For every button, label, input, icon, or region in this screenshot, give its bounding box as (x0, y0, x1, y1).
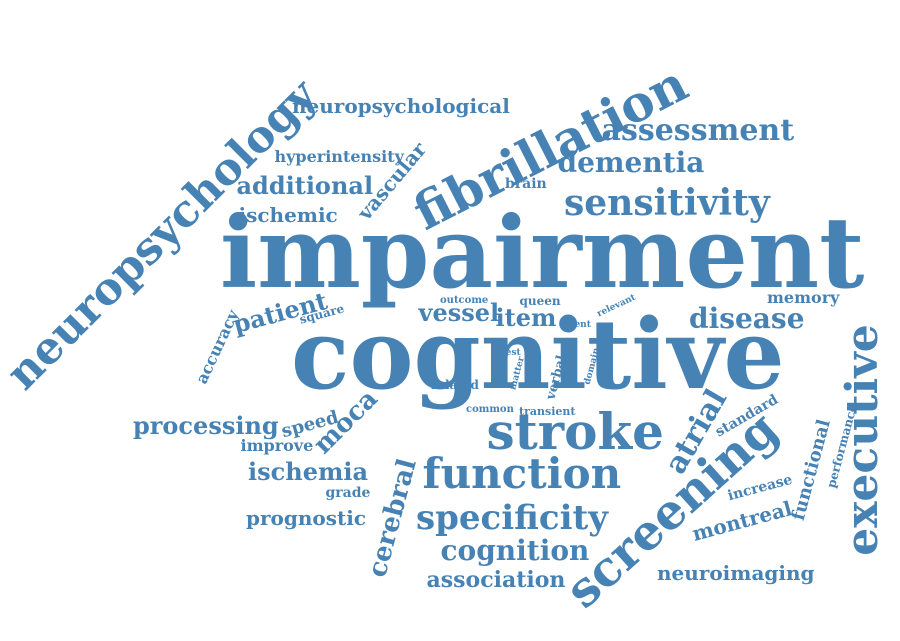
word-outcome: outcome (440, 295, 489, 306)
word-impairment: impairment (220, 196, 865, 311)
word-ischemia: ischemia (248, 457, 369, 486)
word-transient: transient (519, 404, 576, 418)
word-function: function (422, 449, 622, 498)
word-test: test (501, 347, 521, 358)
word-additional: additional (236, 171, 374, 200)
word-queen: queen (519, 294, 561, 308)
word-association: association (426, 567, 566, 593)
word-cognitive: cognitive (291, 298, 785, 411)
word-improve: improve (240, 436, 314, 455)
word-disease: disease (689, 302, 805, 335)
word-stroke: stroke (486, 402, 664, 461)
word-common: common (466, 404, 514, 415)
word-ischemic: ischemic (238, 203, 338, 227)
word-cerebral: cerebral (361, 455, 423, 581)
word-assessment: assessment (601, 113, 795, 148)
word-specificity: specificity (416, 498, 608, 538)
word-grade: grade (325, 485, 371, 501)
word-hyperintensity: hyperintensity (274, 147, 404, 166)
word-vessel: vessel (418, 298, 500, 327)
word-prognostic: prognostic (246, 506, 366, 530)
word-related: related (431, 378, 479, 392)
word-item: item (495, 303, 557, 332)
word-dementia: dementia (557, 146, 705, 179)
word-cognition: cognition (440, 534, 590, 567)
word-neuropsychological: neuropsychological (292, 94, 510, 118)
word-event: event (563, 319, 591, 330)
word-sensitivity: sensitivity (564, 182, 770, 224)
word-brain: brain (505, 176, 547, 192)
word-processing: processing (133, 411, 279, 440)
word-neuroimaging: neuroimaging (657, 561, 815, 585)
word-memory: memory (767, 288, 840, 307)
word-accuracy: accuracy (191, 306, 243, 387)
